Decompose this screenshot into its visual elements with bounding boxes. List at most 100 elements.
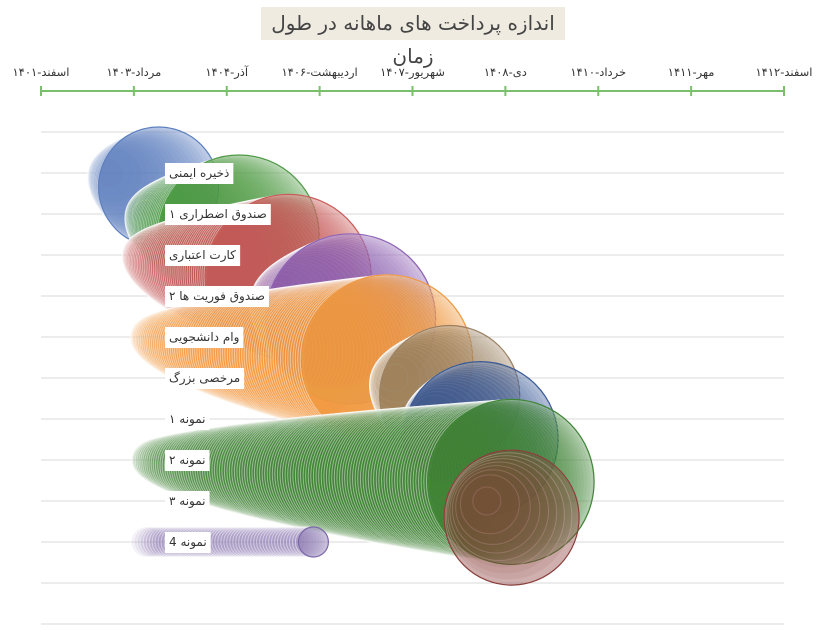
bubble — [131, 322, 161, 352]
bubble — [447, 458, 558, 568]
bubble — [369, 341, 460, 433]
row-label-group: نمونه ۳ — [165, 491, 210, 512]
series-label-background — [165, 327, 244, 348]
bubble — [253, 526, 285, 558]
bubble-final — [265, 233, 437, 405]
bubble — [214, 526, 246, 558]
bubble — [224, 286, 358, 421]
bubble-series-layer — [87, 126, 595, 586]
x-tick-label: ۱۴۰۸-دی — [484, 65, 527, 79]
chart-title: اندازه پرداخت های ماهانه در طول زمان — [261, 7, 565, 68]
bubble — [188, 198, 342, 351]
bubble — [199, 195, 361, 357]
bubble — [362, 404, 511, 553]
row-label-group: کارت اعتباری — [165, 245, 241, 266]
bubble — [267, 279, 424, 435]
bubble — [401, 364, 549, 511]
series-label-background — [165, 163, 234, 184]
bubble — [394, 401, 552, 559]
series-label-background — [165, 409, 210, 430]
bubble — [151, 158, 303, 309]
row-label-group: ذخیره ایمنی — [165, 163, 234, 184]
bubble — [280, 526, 311, 558]
bubble — [272, 278, 431, 437]
bubble — [245, 282, 391, 428]
bubble — [223, 526, 255, 558]
bubble — [346, 406, 491, 550]
bubble — [243, 417, 355, 528]
bubble — [260, 237, 418, 395]
gridlines — [41, 131, 784, 625]
bubble — [320, 408, 457, 545]
bubble — [251, 251, 367, 368]
x-tick-label: ۱۴۰۴-آذر — [205, 65, 249, 80]
bubble — [248, 282, 395, 429]
bubble — [215, 288, 344, 417]
bubble — [369, 345, 449, 425]
bubble — [262, 280, 416, 434]
bubble — [391, 402, 548, 559]
bubble — [121, 234, 165, 277]
bubble — [250, 282, 398, 430]
bubble — [399, 370, 527, 498]
bubble — [375, 328, 506, 459]
bubble — [286, 526, 317, 558]
bubble — [256, 415, 372, 531]
bubble — [277, 277, 438, 438]
bubble — [305, 410, 437, 542]
x-tick-label: ۱۴۱۲-اسفند — [755, 65, 812, 79]
bubble — [244, 526, 276, 558]
bubble — [388, 402, 545, 558]
bubble-series-6 — [369, 324, 521, 467]
bubble — [89, 150, 135, 197]
row-labels: ذخیره ایمنی صندوق اضطراری ۱ کارت اعتباری صن… — [165, 163, 271, 553]
bubble — [269, 414, 389, 534]
bubble — [444, 452, 573, 581]
bubble — [369, 339, 466, 436]
bubble — [357, 405, 505, 552]
bubble — [310, 409, 444, 543]
bubble — [328, 407, 468, 547]
bubble — [266, 414, 386, 533]
bubble — [190, 197, 345, 352]
bubble — [125, 240, 155, 270]
bubble — [460, 474, 520, 535]
bubble — [265, 279, 420, 434]
series-label: نمونه ۳ — [169, 494, 206, 509]
bubble — [212, 288, 340, 416]
row-label-group: نمونه ۲ — [165, 450, 210, 471]
x-tick-label: ۱۴۱۱-مهر — [668, 65, 715, 80]
bubble-final — [302, 274, 474, 446]
bubble — [365, 404, 515, 554]
bubble — [375, 403, 528, 556]
bubble — [238, 417, 348, 526]
bubble — [271, 413, 392, 534]
row-label-group: وام دانشجویی — [165, 327, 244, 348]
bubble — [243, 283, 388, 427]
bubble — [379, 363, 409, 393]
bubble — [133, 526, 165, 558]
bubble — [400, 367, 538, 505]
bubble — [401, 385, 484, 468]
bubble — [253, 415, 368, 530]
bubble — [217, 526, 249, 558]
row-label-group: صندوق فوریت ها ۲ — [165, 286, 269, 307]
bubble — [262, 235, 427, 400]
bubble — [233, 418, 341, 525]
bubble — [216, 420, 316, 520]
bubble — [289, 411, 417, 539]
bubble — [220, 526, 252, 558]
bubble-series-10 — [130, 526, 329, 558]
bubble — [352, 405, 498, 551]
bubble — [289, 526, 320, 558]
bubble — [264, 414, 382, 533]
bubble — [451, 465, 541, 554]
bubble — [229, 526, 261, 558]
bubble — [407, 394, 461, 448]
bubble — [246, 416, 358, 528]
bubble — [371, 335, 482, 445]
series-label-background — [165, 532, 211, 553]
bubble — [261, 414, 379, 532]
x-axis: ۱۴۰۱-اسفند ۱۴۰۳-مرداد ۱۴۰۴-آذر ۱۴۰۶-اردیبهش… — [12, 65, 813, 96]
